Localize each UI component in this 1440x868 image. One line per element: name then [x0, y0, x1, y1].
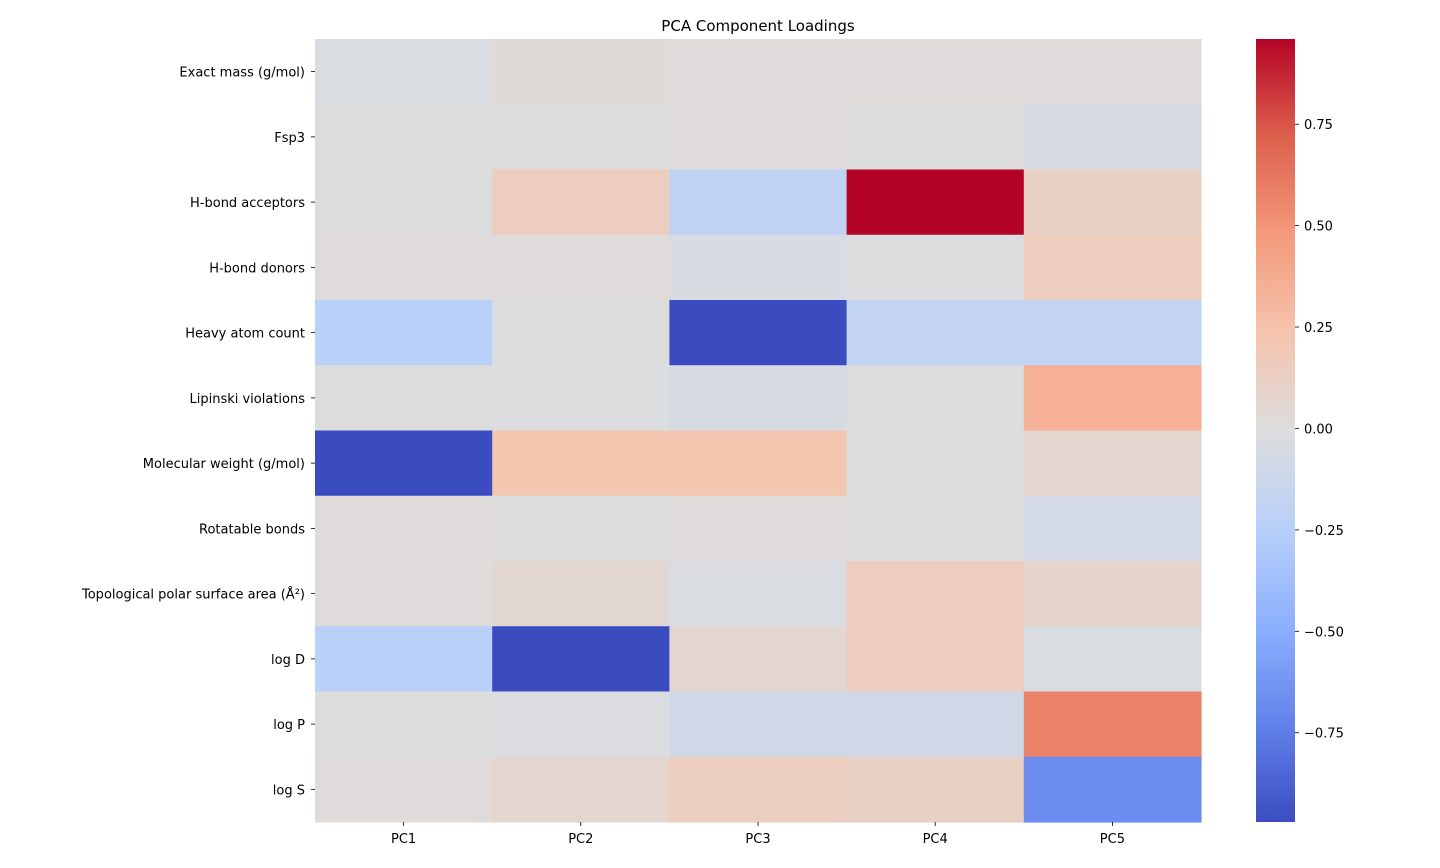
colorbar-gradient [1256, 39, 1295, 822]
heatmap-cell [315, 234, 493, 301]
heatmap-cell [315, 495, 493, 562]
heatmap-cell [315, 691, 493, 758]
heatmap-cell [315, 169, 493, 236]
y-tick-label: log D [271, 653, 305, 668]
colorbar-tick-label: −0.75 [1304, 727, 1344, 742]
heatmap-cell [315, 365, 493, 432]
heatmap-cell [1023, 234, 1202, 301]
heatmap-cell [846, 561, 1025, 627]
y-tick-label: Fsp3 [274, 131, 305, 146]
heatmap-cell [669, 756, 848, 823]
y-tick-label: Heavy atom count [185, 327, 305, 342]
heatmap-cell [492, 169, 670, 236]
heatmap-cell [492, 300, 670, 366]
heatmap-cell [846, 495, 1025, 562]
heatmap-cell [315, 430, 493, 497]
x-tick-label: PC4 [923, 832, 948, 847]
colorbar-tick-label: 0.50 [1304, 220, 1333, 235]
heatmap-cell [315, 561, 493, 627]
heatmap-cell [846, 104, 1025, 171]
heatmap-cell [315, 756, 493, 823]
x-tick-label: PC1 [391, 832, 416, 847]
y-tick-label: H-bond donors [209, 261, 305, 276]
heatmap-cell [1023, 300, 1202, 366]
heatmap-cell [492, 626, 670, 693]
heatmap-cell [846, 234, 1025, 301]
heatmap-cell [492, 104, 670, 171]
heatmap-cell [669, 169, 848, 236]
heatmap-cell [492, 39, 670, 105]
y-tick-label: log S [273, 783, 305, 798]
heatmap-cell [1023, 365, 1202, 432]
y-tick-label: H-bond acceptors [190, 196, 305, 211]
y-tick-label: log P [273, 718, 305, 733]
heatmap-cell [669, 626, 848, 693]
y-tick-label: Exact mass (g/mol) [179, 66, 305, 81]
colorbar-tick-label: −0.25 [1304, 524, 1344, 539]
heatmap-cell [846, 626, 1025, 693]
colorbar-tick-label: 0.75 [1304, 118, 1333, 133]
y-axis: Exact mass (g/mol) Fsp3 H-bond acceptors H-… [81, 66, 315, 798]
heatmap-cell [315, 104, 493, 171]
heatmap-cells [315, 39, 1202, 823]
heatmap-cell [1023, 691, 1202, 758]
y-tick-label: Topological polar surface area (Å²) [81, 587, 305, 603]
heatmap-cell [669, 691, 848, 758]
x-tick-label: PC5 [1100, 832, 1125, 847]
y-tick-label: Lipinski violations [189, 392, 305, 407]
heatmap-cell [492, 365, 670, 432]
heatmap-cell [846, 300, 1025, 366]
heatmap-cell [846, 39, 1025, 105]
colorbar-tick-label: −0.50 [1304, 625, 1344, 640]
heatmap-cell [846, 756, 1025, 823]
x-tick-label: PC3 [745, 832, 770, 847]
heatmap-cell [1023, 104, 1202, 171]
heatmap-cell [315, 300, 493, 366]
heatmap-cell [669, 365, 848, 432]
heatmap-cell [669, 39, 848, 105]
heatmap-cell [669, 561, 848, 627]
heatmap-cell [846, 691, 1025, 758]
heatmap-cell [1023, 169, 1202, 236]
x-axis: PC1 PC2 PC3 PC4 PC5 [391, 822, 1125, 847]
heatmap-cell [492, 561, 670, 627]
heatmap-cell [846, 169, 1025, 236]
heatmap-cell [315, 626, 493, 693]
heatmap-cell [669, 300, 848, 366]
colorbar-tick-label: 0.00 [1304, 422, 1333, 437]
heatmap-cell [492, 234, 670, 301]
heatmap-cell [1023, 756, 1202, 823]
y-tick-label: Molecular weight (g/mol) [143, 457, 305, 472]
colorbar: 0.75 0.50 0.25 0.00 −0.25 −0.50 −0.75 [1256, 39, 1344, 822]
heatmap-cell [492, 495, 670, 562]
heatmap-cell [1023, 430, 1202, 497]
heatmap-cell [669, 495, 848, 562]
heatmap-cell [846, 365, 1025, 432]
x-tick-label: PC2 [568, 832, 593, 847]
heatmap-cell [1023, 561, 1202, 627]
heatmap-cell [669, 430, 848, 497]
heatmap-cell [492, 430, 670, 497]
heatmap-cell [315, 39, 493, 105]
heatmap-cell [1023, 626, 1202, 693]
chart-title: PCA Component Loadings [661, 17, 855, 35]
heatmap-cell [1023, 39, 1202, 105]
colorbar-tick-label: 0.25 [1304, 321, 1333, 336]
heatmap-cell [669, 104, 848, 171]
y-tick-label: Rotatable bonds [199, 522, 305, 537]
heatmap-cell [669, 234, 848, 301]
heatmap-cell [492, 756, 670, 823]
heatmap-cell [1023, 495, 1202, 562]
heatmap-cell [492, 691, 670, 758]
heatmap-cell [846, 430, 1025, 497]
